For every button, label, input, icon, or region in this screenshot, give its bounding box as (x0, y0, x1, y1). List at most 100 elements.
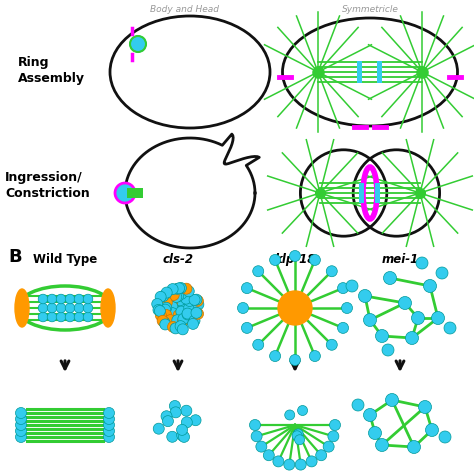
Circle shape (165, 315, 176, 326)
Circle shape (172, 315, 183, 326)
Circle shape (38, 294, 48, 304)
Circle shape (65, 294, 75, 304)
Circle shape (310, 255, 320, 265)
Circle shape (160, 295, 171, 306)
Circle shape (183, 286, 194, 297)
Circle shape (177, 430, 188, 441)
Circle shape (103, 408, 115, 419)
Circle shape (163, 416, 173, 427)
Circle shape (293, 429, 303, 439)
Circle shape (278, 291, 312, 325)
Circle shape (161, 310, 172, 320)
Bar (357, 61, 362, 83)
Circle shape (161, 302, 172, 313)
Circle shape (251, 431, 262, 442)
Circle shape (237, 302, 248, 313)
Circle shape (193, 299, 204, 310)
Circle shape (169, 401, 181, 411)
Circle shape (173, 310, 184, 321)
Circle shape (436, 267, 448, 279)
Circle shape (83, 294, 93, 304)
Circle shape (192, 308, 203, 319)
Circle shape (419, 401, 431, 413)
Circle shape (178, 301, 189, 312)
Circle shape (38, 312, 48, 322)
Circle shape (170, 323, 181, 334)
Circle shape (159, 317, 170, 328)
Circle shape (74, 294, 84, 304)
Circle shape (192, 295, 203, 306)
Ellipse shape (101, 289, 115, 327)
Circle shape (181, 293, 191, 304)
Circle shape (191, 294, 202, 305)
Bar (127, 188, 143, 198)
Circle shape (431, 311, 445, 325)
Circle shape (65, 312, 75, 322)
Circle shape (47, 303, 57, 313)
Circle shape (16, 419, 27, 430)
Text: Symmetricle: Symmetricle (342, 5, 399, 14)
Circle shape (168, 290, 179, 301)
Circle shape (270, 351, 281, 362)
Circle shape (47, 294, 57, 304)
Circle shape (328, 431, 339, 442)
Circle shape (167, 321, 179, 332)
Circle shape (171, 292, 182, 302)
Circle shape (444, 322, 456, 334)
Circle shape (337, 322, 348, 333)
Circle shape (155, 310, 166, 321)
Circle shape (153, 304, 164, 315)
Circle shape (16, 431, 27, 443)
Circle shape (263, 450, 274, 461)
Circle shape (408, 440, 420, 454)
Circle shape (189, 294, 200, 305)
Circle shape (416, 257, 428, 269)
Circle shape (161, 287, 172, 298)
Circle shape (56, 312, 66, 322)
Circle shape (167, 298, 178, 310)
Circle shape (175, 321, 186, 332)
Circle shape (173, 283, 185, 294)
Circle shape (167, 308, 178, 319)
Circle shape (326, 266, 337, 277)
Circle shape (103, 419, 115, 430)
Circle shape (439, 431, 451, 443)
Text: B: B (8, 248, 22, 266)
Circle shape (38, 303, 48, 313)
Text: Wild Type: Wild Type (33, 253, 97, 266)
Circle shape (116, 184, 134, 202)
Circle shape (161, 297, 172, 308)
Circle shape (174, 295, 185, 306)
Circle shape (364, 313, 376, 327)
Circle shape (310, 351, 320, 362)
Circle shape (253, 339, 264, 350)
Circle shape (152, 299, 163, 310)
Circle shape (172, 283, 183, 294)
Circle shape (103, 426, 115, 437)
Circle shape (375, 438, 389, 452)
Circle shape (190, 415, 201, 426)
Circle shape (181, 405, 192, 416)
Text: cls-2: cls-2 (163, 253, 193, 266)
Circle shape (306, 456, 317, 467)
Circle shape (352, 399, 364, 411)
Circle shape (160, 319, 171, 330)
Circle shape (295, 459, 306, 470)
Circle shape (426, 423, 438, 437)
Circle shape (323, 441, 334, 452)
Circle shape (375, 329, 389, 343)
Circle shape (158, 291, 169, 301)
Circle shape (385, 393, 399, 407)
Circle shape (16, 426, 27, 437)
Bar (359, 183, 364, 203)
Circle shape (184, 302, 195, 313)
Circle shape (175, 283, 186, 293)
Circle shape (167, 431, 178, 442)
Circle shape (160, 304, 171, 315)
Circle shape (253, 266, 264, 277)
Circle shape (241, 322, 253, 333)
Circle shape (170, 407, 181, 418)
Circle shape (316, 450, 327, 461)
Circle shape (182, 309, 193, 320)
Circle shape (189, 315, 200, 326)
